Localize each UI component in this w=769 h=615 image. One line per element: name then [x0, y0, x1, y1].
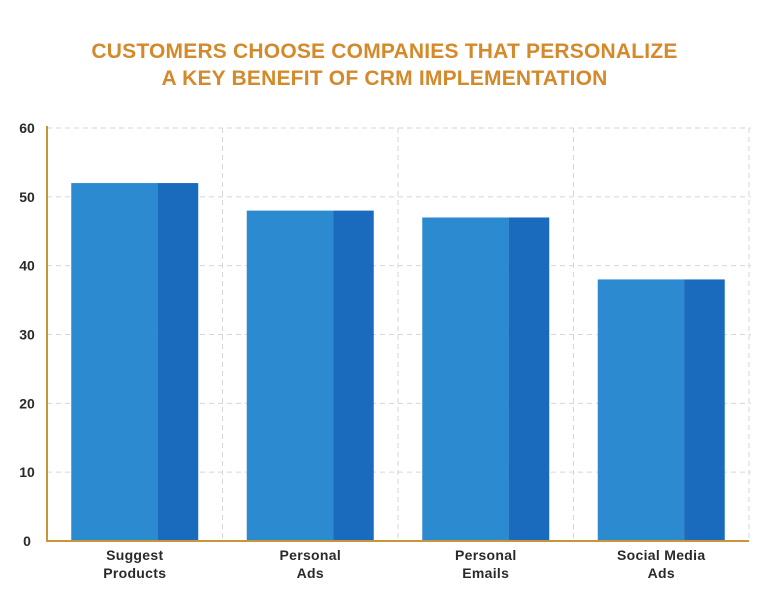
bar-side — [684, 279, 725, 541]
y-tick-label: 30 — [19, 327, 35, 343]
x-tick-label-line: Ads — [297, 565, 324, 581]
bars — [71, 183, 725, 542]
bar-face — [597, 279, 685, 541]
axes — [46, 126, 749, 542]
x-tick-label-line: Products — [103, 565, 166, 581]
x-tick-label: Personal Emails — [455, 547, 517, 581]
bar-side — [333, 210, 374, 541]
y-tick-label: 10 — [19, 464, 35, 480]
bar-side — [508, 217, 550, 541]
bar-face — [71, 183, 158, 542]
bar — [422, 217, 550, 541]
x-tick-label: Social Media Ads — [617, 547, 705, 581]
y-tick-label: 40 — [19, 258, 35, 274]
x-tick-label-line: Personal — [279, 547, 341, 563]
bar — [71, 183, 199, 542]
bar — [597, 279, 725, 541]
bar-face — [422, 217, 509, 541]
y-tick-label: 60 — [19, 120, 35, 136]
y-tick-label: 50 — [19, 189, 35, 205]
x-tick-label-line: Social Media — [617, 547, 705, 563]
y-tick-label: 20 — [19, 395, 35, 411]
x-tick-label: Suggest Products — [103, 547, 166, 581]
chart-title: CUSTOMERS CHOOSE COMPANIES THAT PERSONAL… — [0, 38, 769, 92]
x-tick-label: Personal Ads — [279, 547, 341, 581]
bar-side — [157, 183, 199, 542]
x-tick-label-line: Emails — [462, 565, 509, 581]
bar — [246, 210, 374, 541]
chart-title-line: CUSTOMERS CHOOSE COMPANIES THAT PERSONAL… — [91, 40, 678, 63]
chart-subtitle: A KEY BENEFIT OF CRM IMPLEMENTATION — [161, 67, 608, 90]
x-tick-label-line: Ads — [648, 565, 675, 581]
bar-face — [246, 210, 334, 541]
x-tick-label-line: Personal — [455, 547, 517, 563]
y-tick-label: 0 — [23, 533, 31, 549]
x-tick-label-line: Suggest — [106, 547, 163, 563]
